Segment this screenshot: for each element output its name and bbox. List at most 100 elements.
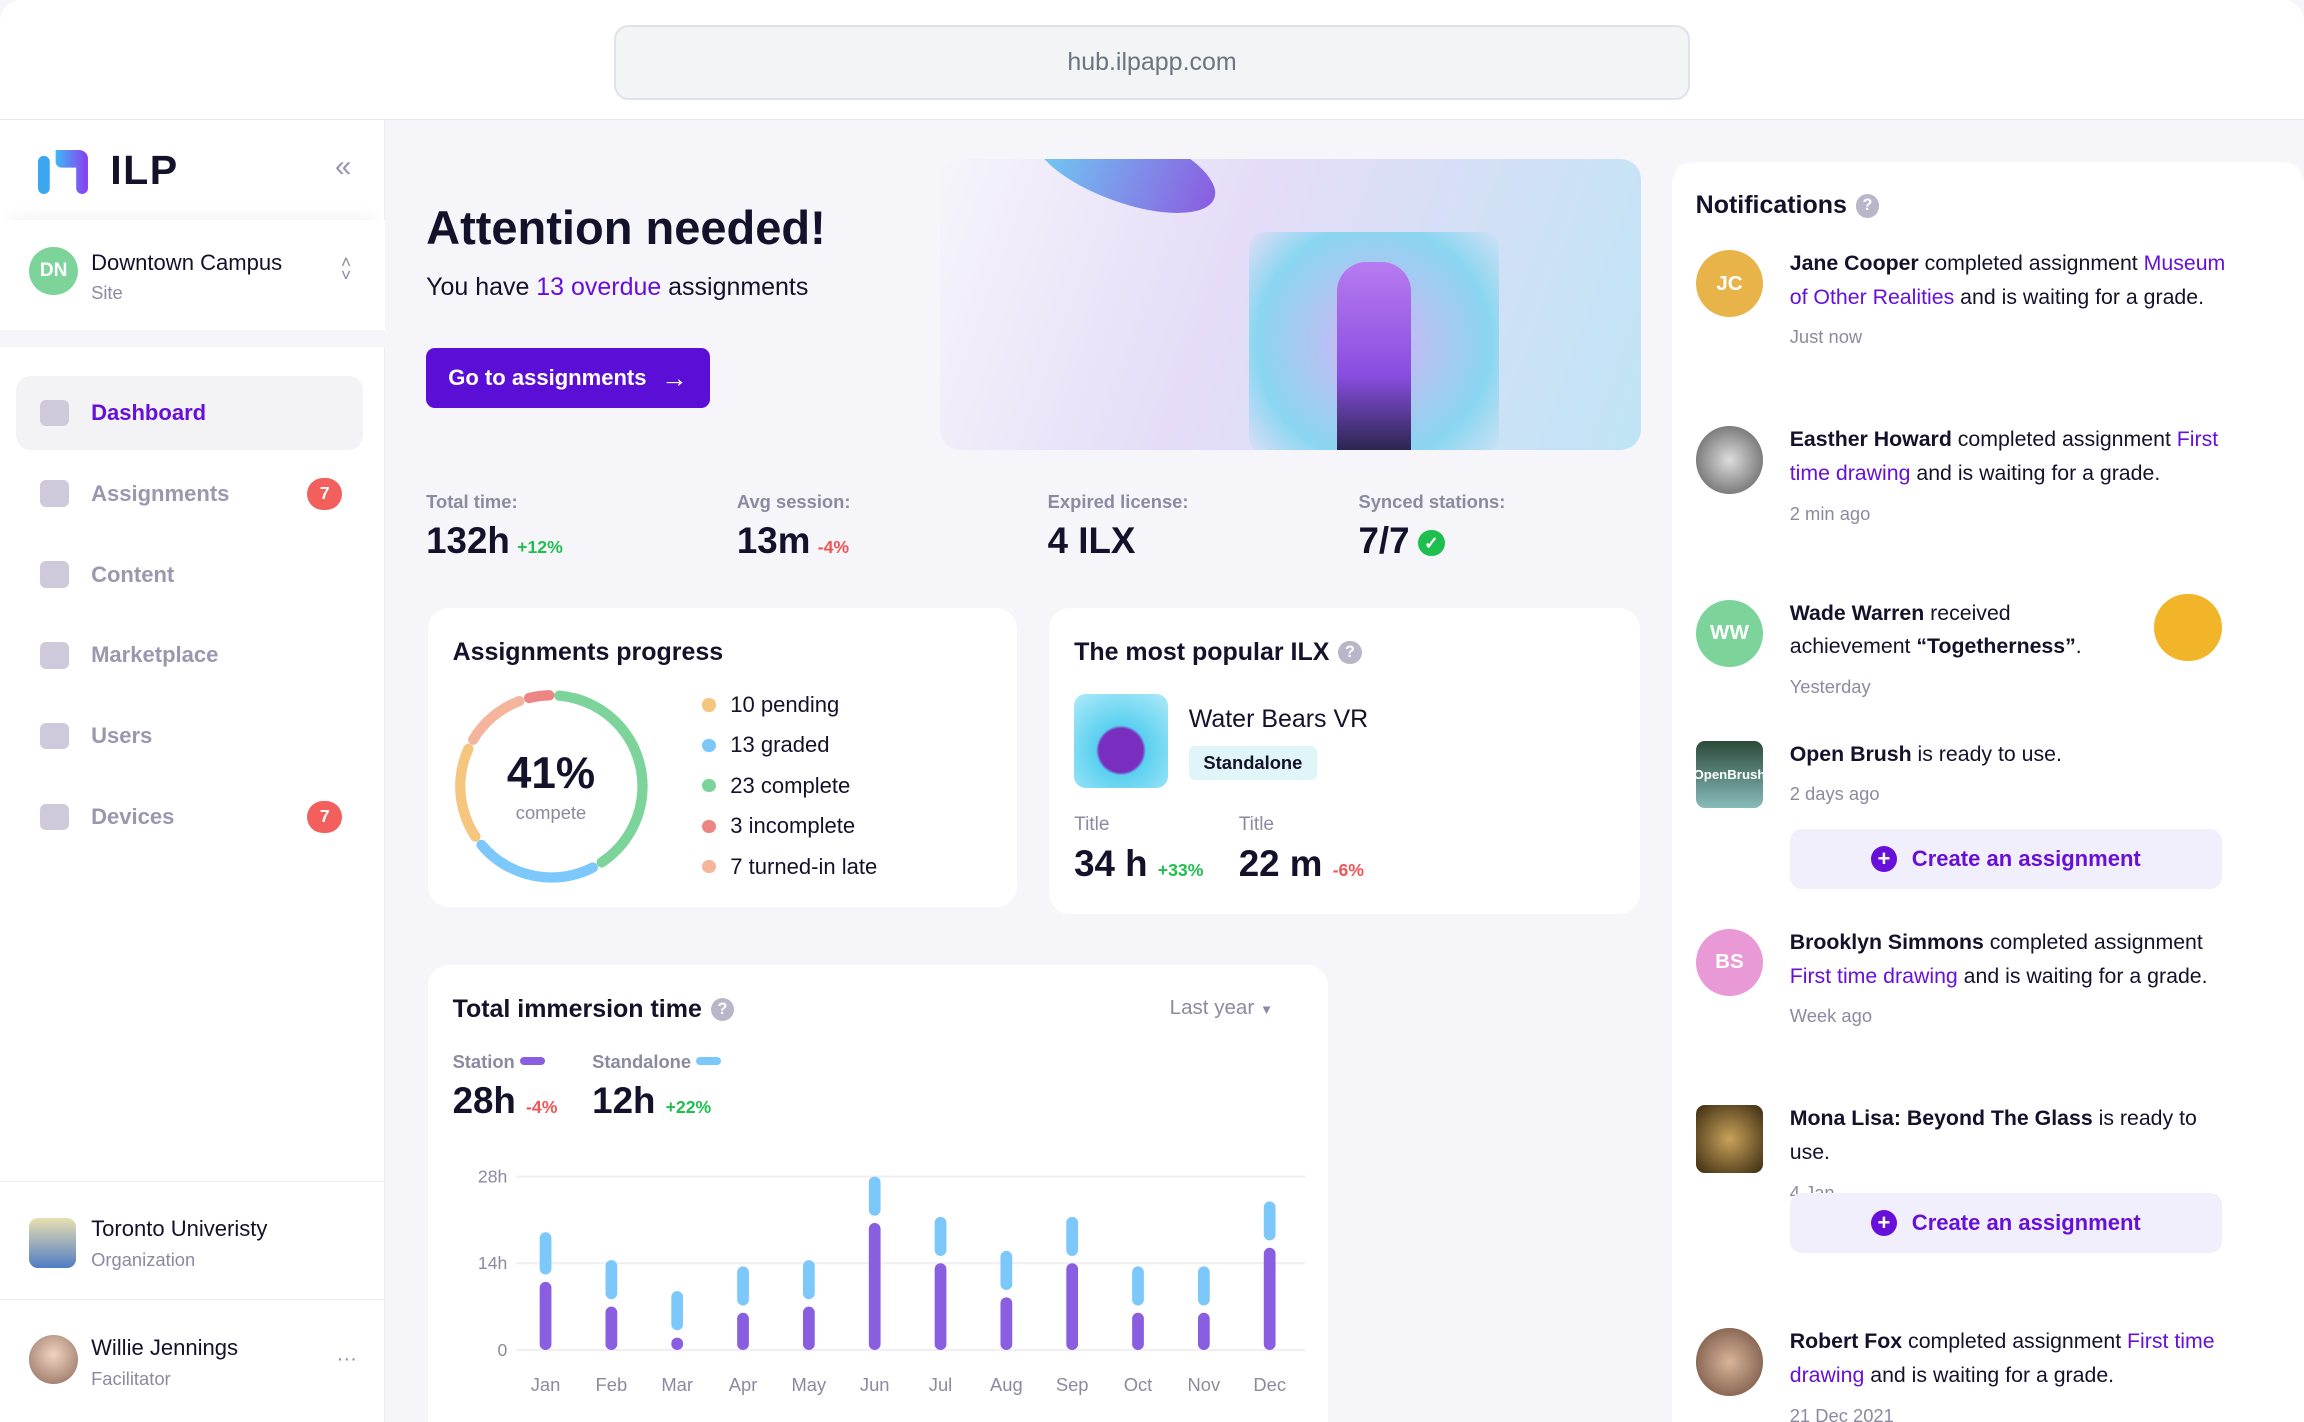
text-part: . bbox=[2075, 634, 2082, 659]
assignment-link[interactable]: First time drawing bbox=[1789, 963, 1958, 988]
stat-number: 4 ILX bbox=[1047, 520, 1136, 562]
station-total: 28h -4% bbox=[453, 1080, 558, 1122]
x-tick-label: Sep bbox=[1055, 1375, 1088, 1396]
legend-label: 23 complete bbox=[730, 772, 851, 798]
sidebar-item-users[interactable]: Users bbox=[16, 699, 363, 772]
notification-time: Week ago bbox=[1789, 1005, 1873, 1027]
sidebar-item-assignments[interactable]: Assignments 7 bbox=[16, 457, 363, 530]
stat-number: 13m bbox=[736, 520, 811, 562]
x-tick-label: Dec bbox=[1253, 1375, 1286, 1396]
create-assignment-button[interactable]: + Create an assignment bbox=[1789, 1193, 2222, 1254]
range-dropdown[interactable]: Last year ▼ bbox=[1170, 996, 1273, 1020]
sidebar-item-dashboard[interactable]: Dashboard bbox=[16, 376, 363, 450]
water-bears-thumbnail[interactable] bbox=[1074, 693, 1169, 788]
notification-time: Just now bbox=[1789, 326, 1863, 348]
legend-item: 7 turned-in late bbox=[702, 846, 877, 886]
legend-label: 13 graded bbox=[730, 732, 830, 758]
stat-value: 4 ILX bbox=[1048, 520, 1136, 562]
sidebar-item-label: Users bbox=[91, 723, 153, 749]
sidebar-item-label: Devices bbox=[91, 803, 175, 829]
check-circle-icon: ✓ bbox=[1418, 529, 1445, 557]
sidebar-item-marketplace[interactable]: Marketplace bbox=[16, 619, 363, 692]
overdue-link[interactable]: 13 overdue bbox=[536, 273, 662, 302]
stat-label: Expired license: bbox=[1047, 490, 1189, 512]
site-name: Downtown Campus bbox=[91, 249, 283, 275]
hero-illustration bbox=[940, 158, 1642, 450]
sidebar-item-label: Content bbox=[91, 561, 175, 587]
user-role: Facilitator bbox=[91, 1367, 171, 1389]
plus-circle-icon: + bbox=[1870, 845, 1898, 873]
user-avatar bbox=[29, 1335, 78, 1384]
notifications-panel: Notifications? JC Jane Cooper completed a… bbox=[1672, 161, 2304, 1422]
help-icon[interactable]: ? bbox=[1338, 640, 1362, 665]
standalone-tag: Standalone bbox=[1188, 746, 1318, 781]
hero-text-post: assignments bbox=[661, 273, 809, 302]
plus-circle-icon: + bbox=[1870, 1210, 1898, 1237]
notification-item: Mona Lisa: Beyond The Glass is ready to … bbox=[1790, 1102, 2231, 1209]
metric-label: Title bbox=[1074, 814, 1110, 836]
immersion-bar-chart: 0 14h 28h Jan Feb Mar Apr May Jun Jul Aug Sep Oct Nov… bbox=[478, 1167, 1305, 1396]
sidebar-item-devices[interactable]: Devices 7 bbox=[16, 780, 363, 853]
legend-swatch bbox=[519, 1057, 545, 1065]
notification-avatar: BS bbox=[1695, 928, 1764, 997]
chevron-updown-icon: ˄ ˅ bbox=[340, 251, 352, 285]
card-title-text: The most popular ILX bbox=[1074, 637, 1330, 666]
metric-number: 34 h bbox=[1074, 843, 1148, 885]
site-switcher[interactable]: DN Downtown Campus Site ˄ ˅ bbox=[0, 220, 385, 347]
y-tick-label: 14h bbox=[478, 1254, 507, 1274]
total-delta: -4% bbox=[526, 1097, 558, 1117]
legend-dot bbox=[702, 859, 716, 874]
assignment-link[interactable]: First time drawing bbox=[1789, 427, 2219, 485]
stat-number: 7/7 bbox=[1358, 520, 1410, 562]
assignment-link[interactable]: First time drawing bbox=[1789, 1329, 2215, 1388]
caret-down-icon: ▼ bbox=[1259, 1002, 1274, 1018]
collapse-sidebar-icon[interactable]: « bbox=[335, 149, 352, 183]
legend-label: 3 incomplete bbox=[730, 813, 856, 839]
button-label: Create an assignment bbox=[1911, 845, 2141, 871]
more-options-icon[interactable]: ··· bbox=[336, 1346, 358, 1370]
notification-time: 21 Dec 2021 bbox=[1789, 1404, 1894, 1422]
donut-segment--pending bbox=[454, 689, 648, 883]
text-part: and is waiting for a grade. bbox=[1954, 284, 2205, 309]
help-icon[interactable]: ? bbox=[1855, 194, 1880, 218]
notification-avatar: JC bbox=[1695, 249, 1764, 318]
total-delta: +22% bbox=[665, 1097, 712, 1117]
org-switcher[interactable]: Toronto Univeristy Organization bbox=[0, 1181, 385, 1299]
text-part: is ready to use. bbox=[1911, 741, 2062, 766]
notification-item: Easther Howard completed assignment Firs… bbox=[1790, 423, 2231, 530]
actor-name: Open Brush bbox=[1789, 741, 1912, 766]
notification-text: Robert Fox completed assignment First ti… bbox=[1790, 1325, 2231, 1393]
flag-icon bbox=[39, 480, 70, 507]
assignment-link[interactable]: Museum of Other Realities bbox=[1789, 250, 2226, 309]
stat-label: Avg session: bbox=[736, 490, 851, 512]
notification-item: Open Brush is ready to use. 2 days ago bbox=[1790, 738, 2231, 811]
standalone-total: 12h +22% bbox=[592, 1080, 711, 1122]
ilx-name[interactable]: Water Bears VR bbox=[1188, 705, 1369, 734]
help-icon[interactable]: ? bbox=[710, 997, 735, 1022]
x-tick-label: Jun bbox=[859, 1375, 889, 1396]
logo-row: ILP « bbox=[0, 120, 385, 220]
user-profile[interactable]: Willie Jennings Facilitator ··· bbox=[0, 1298, 385, 1422]
stat-value: 7/7 ✓ bbox=[1358, 520, 1445, 562]
notification-item: Robert Fox completed assignment First ti… bbox=[1790, 1325, 2231, 1422]
button-label: Go to assignments bbox=[448, 365, 647, 391]
metric-delta: -6% bbox=[1332, 860, 1364, 881]
legend-item: 23 complete bbox=[702, 766, 877, 806]
actor-name: Jane Cooper bbox=[1789, 250, 1919, 275]
actor-name: Easther Howard bbox=[1789, 427, 1952, 452]
legend-label: 7 turned-in late bbox=[730, 853, 878, 879]
x-tick-label: Nov bbox=[1187, 1375, 1220, 1396]
x-tick-label: Jul bbox=[928, 1375, 951, 1396]
sidebar-item-content[interactable]: Content bbox=[16, 538, 363, 611]
hero-text: You have 13 overdue assignments bbox=[426, 273, 808, 302]
notification-item: Wade Warren received achievement “Togeth… bbox=[1790, 597, 2113, 704]
notification-time: Yesterday bbox=[1789, 676, 1871, 698]
create-assignment-button[interactable]: + Create an assignment bbox=[1789, 828, 2222, 889]
actor-name: Brooklyn Simmons bbox=[1789, 929, 1984, 954]
text-part: and is waiting for a grade. bbox=[1910, 460, 2161, 485]
go-to-assignments-button[interactable]: Go to assignments → bbox=[426, 348, 710, 409]
address-bar[interactable]: hub.ilpapp.com bbox=[614, 24, 1690, 100]
text-part: completed assignment bbox=[1983, 929, 2203, 954]
station-legend: Station bbox=[453, 1051, 545, 1073]
actor-name: Mona Lisa: Beyond The Glass bbox=[1789, 1106, 2093, 1131]
